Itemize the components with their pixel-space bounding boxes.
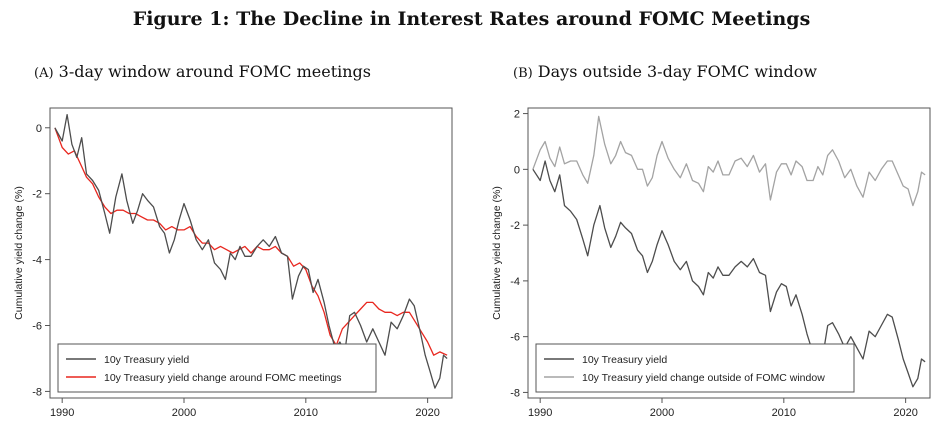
chart-b-y-tick-label: 2 — [514, 109, 520, 121]
chart-a-legend-box — [57, 343, 377, 393]
chart-a-y-tick-label: 0 — [36, 123, 42, 135]
chart-b: 2 0 -2 -4 -6 -8 1990 2000 2010 2020 Cumulative yie… — [491, 107, 931, 419]
chart-a-y-tick-label: -2 — [32, 189, 42, 201]
chart-a-x-tick-label: 2010 — [294, 407, 318, 419]
panel-a-title: (A) 3-day window around FOMC meetings — [34, 62, 371, 81]
chart-b-x-tick-label: 2020 — [893, 407, 917, 419]
chart-a-y-tick-label: -6 — [32, 321, 42, 333]
chart-b-legend-label-1: 10y Treasury yield change outside of FOM… — [582, 372, 825, 384]
panel-a-title-text: 3-day window around FOMC meetings — [58, 62, 372, 81]
chart-b-x-tick-label: 2010 — [772, 407, 796, 419]
chart-a-x-tick-label: 1990 — [50, 407, 74, 419]
chart-a: 0 -2 -4 -6 -8 1990 2000 2010 2020 Cumulative yiel… — [13, 107, 453, 419]
panel-b-title: (B) Days outside 3-day FOMC window — [513, 62, 817, 81]
chart-a-x-tick-label: 2020 — [415, 407, 439, 419]
chart-b-y-tick-label: -8 — [510, 387, 520, 399]
chart-b-x-tick-label: 2000 — [650, 407, 674, 419]
figure-title: Figure 1: The Decline in Interest Rates … — [132, 8, 811, 30]
chart-b-series-line-1 — [532, 115, 926, 207]
chart-a-legend-label-1: 10y Treasury yield change around FOMC me… — [104, 372, 342, 384]
panel-b-label: (B) — [513, 66, 533, 81]
chart-a-y-tick-label: -4 — [32, 255, 42, 267]
chart-a-series-line-1 — [54, 127, 448, 356]
chart-b-y-tick-label: -6 — [510, 332, 520, 344]
chart-a-y-tick-label: -8 — [32, 386, 42, 398]
chart-a-y-axis-label: Cumulative yield change (%) — [13, 186, 25, 320]
chart-b-plot-frame — [527, 107, 931, 399]
chart-b-x-tick-label: 1990 — [528, 407, 552, 419]
panel-a-label: (A) — [34, 66, 54, 81]
panel-b-title-text: Days outside 3-day FOMC window — [537, 62, 818, 81]
chart-b-series-line-0 — [532, 160, 926, 388]
chart-a-plot-frame — [49, 107, 453, 399]
chart-b-y-tick-label: 0 — [514, 164, 520, 176]
chart-a-series-line-0 — [54, 113, 448, 389]
chart-b-y-tick-label: -4 — [510, 276, 520, 288]
chart-a-x-tick-label: 2000 — [172, 407, 196, 419]
chart-b-y-axis-label: Cumulative yield change (%) — [491, 186, 503, 320]
chart-b-y-tick-label: -2 — [510, 220, 520, 232]
chart-b-legend-box — [535, 343, 855, 393]
chart-a-legend-label-0: 10y Treasury yield — [104, 354, 189, 366]
chart-b-legend-label-0: 10y Treasury yield — [582, 354, 667, 366]
